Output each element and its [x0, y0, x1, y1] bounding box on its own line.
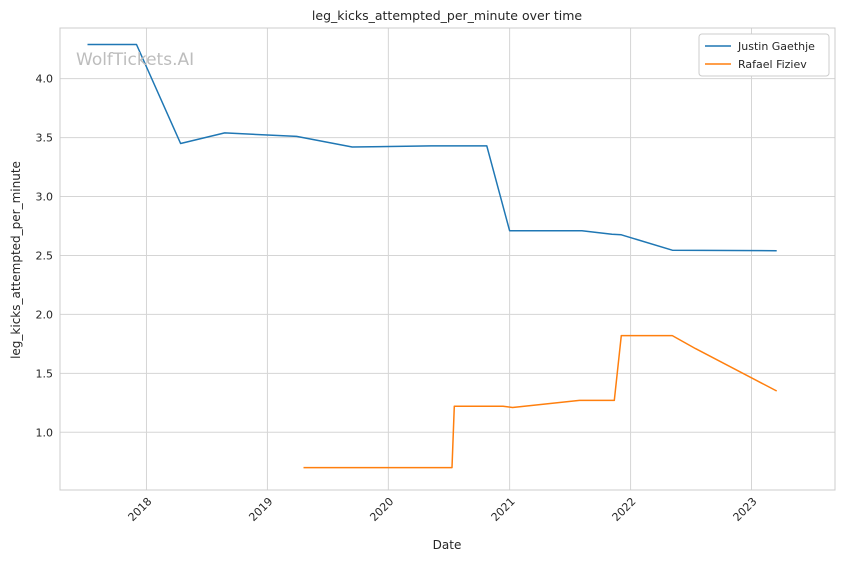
x-tick-label: 2022	[610, 495, 639, 524]
x-tick-label: 2018	[126, 495, 155, 524]
y-tick-label: 2.0	[36, 308, 54, 321]
series-layer	[87, 43, 778, 469]
legend: Justin Gaethje Rafael Fiziev	[698, 33, 830, 77]
legend-label: Justin Gaethje	[737, 40, 815, 53]
x-axis-title: Date	[433, 538, 462, 552]
plot-area	[60, 28, 835, 490]
x-tick-labels: 2018 2019 2020 2021 2022 2023	[126, 495, 760, 524]
x-gridlines	[145, 28, 753, 490]
series-line-0	[87, 43, 777, 252]
series-line-1	[303, 334, 778, 469]
y-tick-label: 4.0	[36, 73, 54, 86]
y-tick-label: 1.5	[36, 367, 54, 380]
y-tick-label: 1.0	[36, 426, 54, 439]
plot-frame	[59, 27, 836, 491]
x-tick-label: 2019	[246, 495, 275, 524]
chart-title: leg_kicks_attempted_per_minute over time	[312, 8, 582, 23]
x-tick-label: 2020	[367, 495, 396, 524]
watermark: WolfTickets.AI	[76, 50, 194, 70]
legend-box	[698, 33, 830, 77]
x-tick-label: 2021	[489, 495, 518, 524]
y-tick-label: 3.5	[36, 132, 54, 145]
y-tick-label: 3.0	[36, 191, 54, 204]
legend-label: Rafael Fiziev	[738, 58, 807, 71]
y-tick-labels: 1.0 1.5 2.0 2.5 3.0 3.5 4.0	[36, 73, 54, 440]
x-tick-label: 2023	[731, 495, 760, 524]
y-tick-label: 2.5	[36, 249, 54, 262]
y-axis-title: leg_kicks_attempted_per_minute	[9, 161, 23, 359]
y-gridlines	[60, 78, 835, 433]
